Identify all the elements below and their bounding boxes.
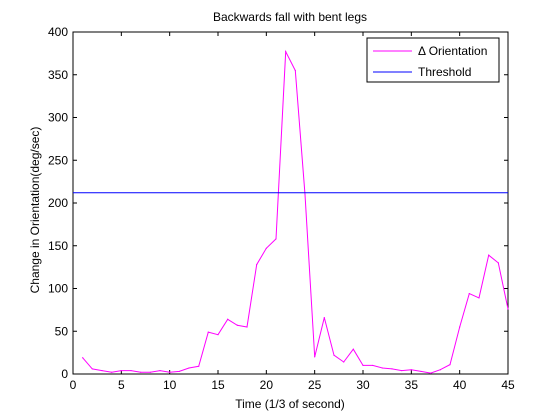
data-point	[401, 369, 403, 372]
data-point	[275, 238, 277, 240]
data-point	[256, 263, 258, 266]
data-point	[343, 361, 345, 363]
data-point	[391, 368, 393, 370]
x-tick-label: 0	[70, 378, 77, 392]
legend-box	[366, 37, 500, 83]
data-point	[314, 356, 316, 358]
y-tick-label: 100	[48, 282, 68, 296]
plot-frame	[72, 31, 509, 375]
data-point	[236, 324, 238, 326]
chart-title: Backwards fall with bent legs	[213, 10, 367, 24]
y-tick-label: 300	[48, 111, 68, 125]
x-tick-label: 30	[356, 378, 370, 392]
data-point	[430, 372, 432, 374]
data-point	[111, 371, 113, 373]
data-point	[372, 364, 374, 367]
x-tick-label: 15	[211, 378, 225, 392]
data-point	[507, 308, 509, 310]
data-point	[82, 357, 84, 359]
x-tick-label: 5	[118, 378, 125, 392]
x-tick-label: 20	[260, 378, 274, 392]
axis-ticks: 0 5 10 15 20 25 30 35 40 45 0 50 100 150 200 250 300 350 4…	[48, 25, 515, 392]
plot-area	[72, 31, 509, 375]
data-point	[333, 354, 335, 356]
data-point	[478, 297, 480, 299]
data-point	[323, 316, 325, 319]
data-point	[381, 367, 383, 369]
x-tick-label: 35	[405, 378, 419, 392]
legend-label-threshold: Threshold	[418, 65, 471, 79]
data-point	[449, 363, 451, 366]
data-point	[352, 348, 354, 350]
data-point	[169, 371, 171, 373]
data-point	[149, 371, 151, 373]
data-point	[439, 369, 441, 371]
y-tick-label: 0	[61, 367, 68, 381]
x-axis-label: Time (1/3 of second)	[235, 397, 345, 411]
data-point	[285, 51, 287, 53]
y-tick-label: 200	[48, 196, 68, 210]
data-point	[459, 326, 461, 328]
data-point	[198, 365, 200, 367]
y-tick-label: 250	[48, 153, 68, 167]
data-point	[362, 364, 364, 367]
data-point	[140, 371, 142, 373]
y-tick-label: 400	[48, 25, 68, 39]
data-point	[207, 331, 209, 333]
data-point	[159, 369, 161, 372]
x-tick-label: 40	[453, 378, 467, 392]
data-point	[130, 369, 132, 372]
data-point	[101, 369, 103, 372]
data-point	[497, 262, 499, 264]
data-point	[178, 370, 180, 373]
x-tick-label: 25	[308, 378, 322, 392]
y-tick-label: 50	[55, 324, 69, 338]
series-layer	[73, 49, 509, 374]
data-point	[410, 369, 412, 371]
data-point	[120, 369, 122, 372]
data-point	[420, 370, 422, 373]
y-tick-label: 150	[48, 239, 68, 253]
data-point	[217, 334, 219, 336]
x-tick-label: 10	[163, 378, 177, 392]
data-point	[265, 247, 267, 249]
data-point	[227, 318, 229, 320]
legend-label-orientation: Δ Orientation	[418, 44, 487, 58]
y-tick-label: 350	[48, 68, 68, 82]
data-point	[468, 293, 470, 295]
data-point	[488, 254, 490, 256]
legend: Δ Orientation Threshold	[366, 37, 500, 83]
y-axis-label: Change in Orientation(deg/sec)	[28, 127, 42, 294]
data-point	[91, 368, 93, 370]
data-point	[294, 69, 296, 72]
x-tick-label: 45	[501, 378, 515, 392]
data-point	[246, 326, 248, 328]
data-point	[188, 367, 190, 369]
data-point	[304, 193, 306, 196]
